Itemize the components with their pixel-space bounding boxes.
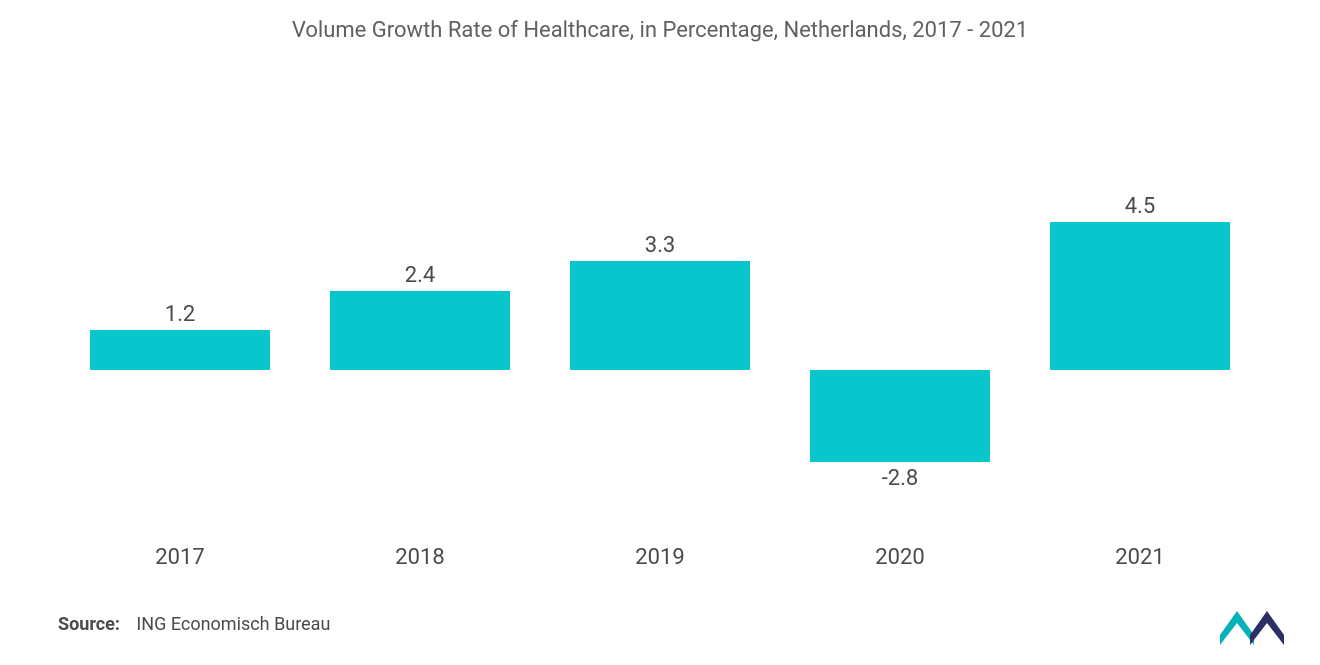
bar-2018 (330, 291, 510, 370)
brand-logo (1220, 601, 1290, 645)
chart-title: Volume Growth Rate of Healthcare, in Per… (0, 18, 1320, 43)
bar-value-label-2020: -2.8 (810, 466, 990, 491)
source-text: ING Economisch Bureau (136, 614, 330, 635)
x-axis-label-2020: 2020 (810, 545, 990, 570)
x-axis-label-2018: 2018 (330, 545, 510, 570)
bar-2021 (1050, 222, 1230, 371)
bar-2017 (90, 330, 270, 370)
source-label: Source: (58, 614, 120, 635)
plot-area: 1.22.43.3-2.84.5 (60, 150, 1260, 480)
x-axis-label-2017: 2017 (90, 545, 270, 570)
bar-value-label-2017: 1.2 (90, 302, 270, 327)
bar-2019 (570, 261, 750, 370)
mordor-logo-icon (1220, 601, 1290, 645)
bar-2020 (810, 370, 990, 462)
source-line: Source: ING Economisch Bureau (58, 614, 330, 635)
bar-value-label-2019: 3.3 (570, 233, 750, 258)
x-axis-label-2019: 2019 (570, 545, 750, 570)
bar-value-label-2018: 2.4 (330, 263, 510, 288)
bar-value-label-2021: 4.5 (1050, 194, 1230, 219)
x-axis-label-2021: 2021 (1050, 545, 1230, 570)
